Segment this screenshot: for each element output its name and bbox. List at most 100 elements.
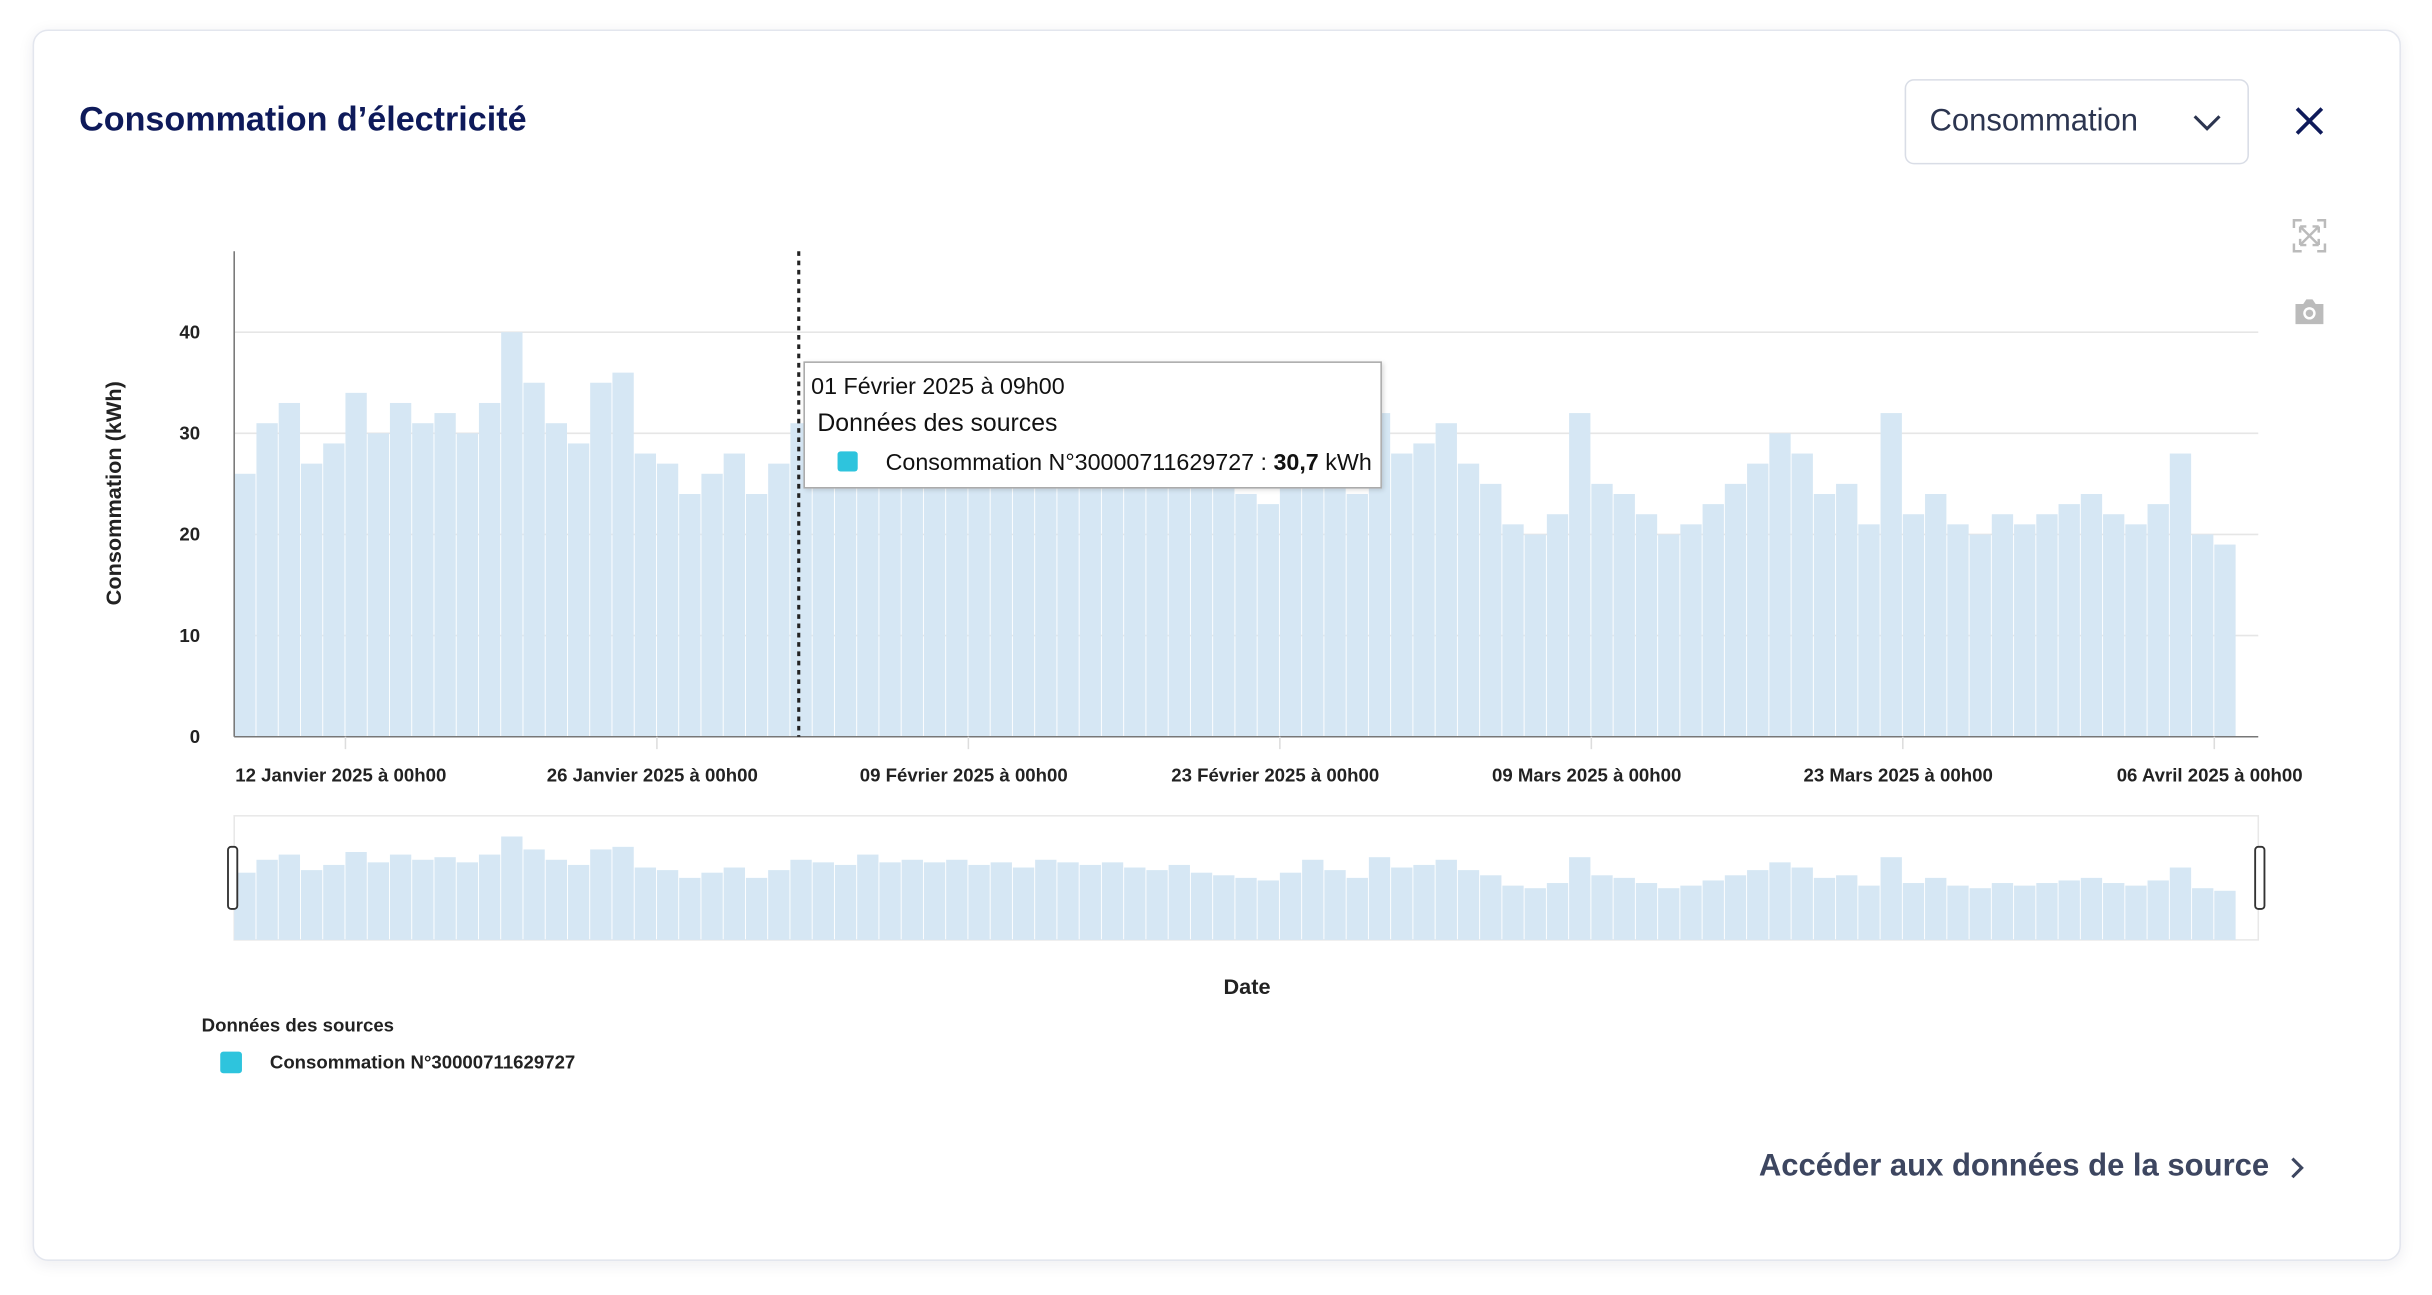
range-slider-bar [1257,880,1279,940]
range-slider-bar [1190,872,1213,940]
bar [1613,493,1635,737]
range-slider-bar [1613,877,1635,940]
tooltip-series-label: Consommation N°30000711629727 : [885,449,1274,477]
bar [1101,433,1124,737]
range-slider-bar [2169,867,2192,940]
range-slider-bar [1057,862,1079,940]
range-slider-handle[interactable] [2254,845,2266,910]
bar [634,453,656,737]
range-slider-bar [1524,888,1546,940]
bar [2125,524,2147,737]
range-slider-bar [812,862,834,940]
bar [2036,514,2058,737]
range-slider-bar [1925,877,1947,940]
camera-icon[interactable] [2292,296,2326,327]
range-slider-bar [278,854,301,940]
bar [323,443,345,737]
range-slider-bar [1813,877,1836,940]
x-tick-label: 06 Avril 2025 à 00h00 [2117,765,2303,786]
bar [1858,524,1880,737]
bar [456,433,479,737]
chevron-down-icon [2193,115,2221,131]
x-tick-label: 23 Mars 2025 à 00h00 [1803,765,1992,786]
range-slider-bar [990,862,1012,940]
range-slider-bar [2080,877,2103,940]
range-slider-bar [1368,857,1391,940]
metric-select[interactable]: Consommation [1904,79,2249,165]
range-slider-handle[interactable] [227,845,239,910]
bar [1435,423,1457,737]
range-slider-bar [923,862,946,940]
range-slider-bar [1124,867,1146,940]
bar [567,443,590,737]
bar [1947,524,1969,737]
range-slider-bar [1858,885,1880,940]
bar [1324,463,1346,737]
bar [1769,433,1791,737]
bar [545,423,567,737]
range-slider-bar [2103,883,2125,940]
range-slider-bar [2147,880,2169,940]
x-tick-label: 09 Mars 2025 à 00h00 [1492,765,1681,786]
bar [923,433,946,737]
bar [812,433,834,737]
bar [1391,453,1413,737]
bar [1124,453,1146,737]
range-slider-bar [434,857,456,940]
bar [1012,453,1035,737]
bar [2103,514,2125,737]
bar [412,423,434,737]
range-slider-bar [478,854,501,940]
range-slider-bar [1435,859,1457,940]
range-slider-bar [946,859,968,940]
bar [1502,524,1524,737]
range-slider-bar [1101,862,1124,940]
range-slider-bar [901,859,923,940]
range-slider-bar [2058,880,2080,940]
range-slider-bar [1279,872,1302,940]
legend-swatch[interactable] [220,1051,242,1074]
bar [1146,463,1168,737]
range-slider-bar [501,836,523,940]
range-slider-bar [2125,885,2147,940]
range-slider-bar [1235,877,1257,940]
range-slider-bar [968,864,990,940]
bar [1724,483,1747,737]
range-slider-bar [1724,875,1747,940]
range-slider-bar [412,859,434,940]
bar [946,423,968,737]
bar [1413,443,1435,737]
bar [1880,413,1902,737]
range-slider-bar [256,859,278,940]
range-slider-bar [1457,870,1480,940]
source-data-link[interactable]: Accéder aux données de la source [1759,1149,2307,1185]
bar [2014,524,2036,737]
range-slider-bar [1168,864,1190,940]
y-tick-label: 40 [179,321,200,342]
tooltip-unit: kWh [1318,449,1372,477]
range-slider-bar [1569,857,1591,940]
range-slider-bar [1035,859,1057,940]
range-slider-bar [567,864,590,940]
tooltip-date: 01 Février 2025 à 09h00 [811,373,1065,401]
bar [278,402,301,737]
range-slider-bar [2214,890,2236,940]
consumption-chart[interactable]: 0 10 20 30 40 12 Janvier 2025 à 00h00 26 Janvi… [0,0,2432,1024]
bar [1079,443,1101,737]
legend-title: Données des sources [201,1014,395,1037]
y-axis-label: Consommation (kWh) [101,381,126,605]
bar [701,473,723,737]
range-slider-bar [456,862,479,940]
bar [723,453,745,737]
autoscale-icon[interactable] [2292,219,2327,253]
x-tick-label: 23 Février 2025 à 00h00 [1171,765,1379,786]
range-slider-bar [1969,888,1991,940]
bar [1991,514,2014,737]
close-icon[interactable] [2291,102,2328,139]
range-slider-bar [634,867,656,940]
range-slider-bar [1658,888,1680,940]
range-slider-bar [323,864,345,940]
bar [1035,423,1057,737]
bar [834,443,857,737]
legend-item[interactable]: Consommation N°30000711629727 [269,1051,576,1074]
